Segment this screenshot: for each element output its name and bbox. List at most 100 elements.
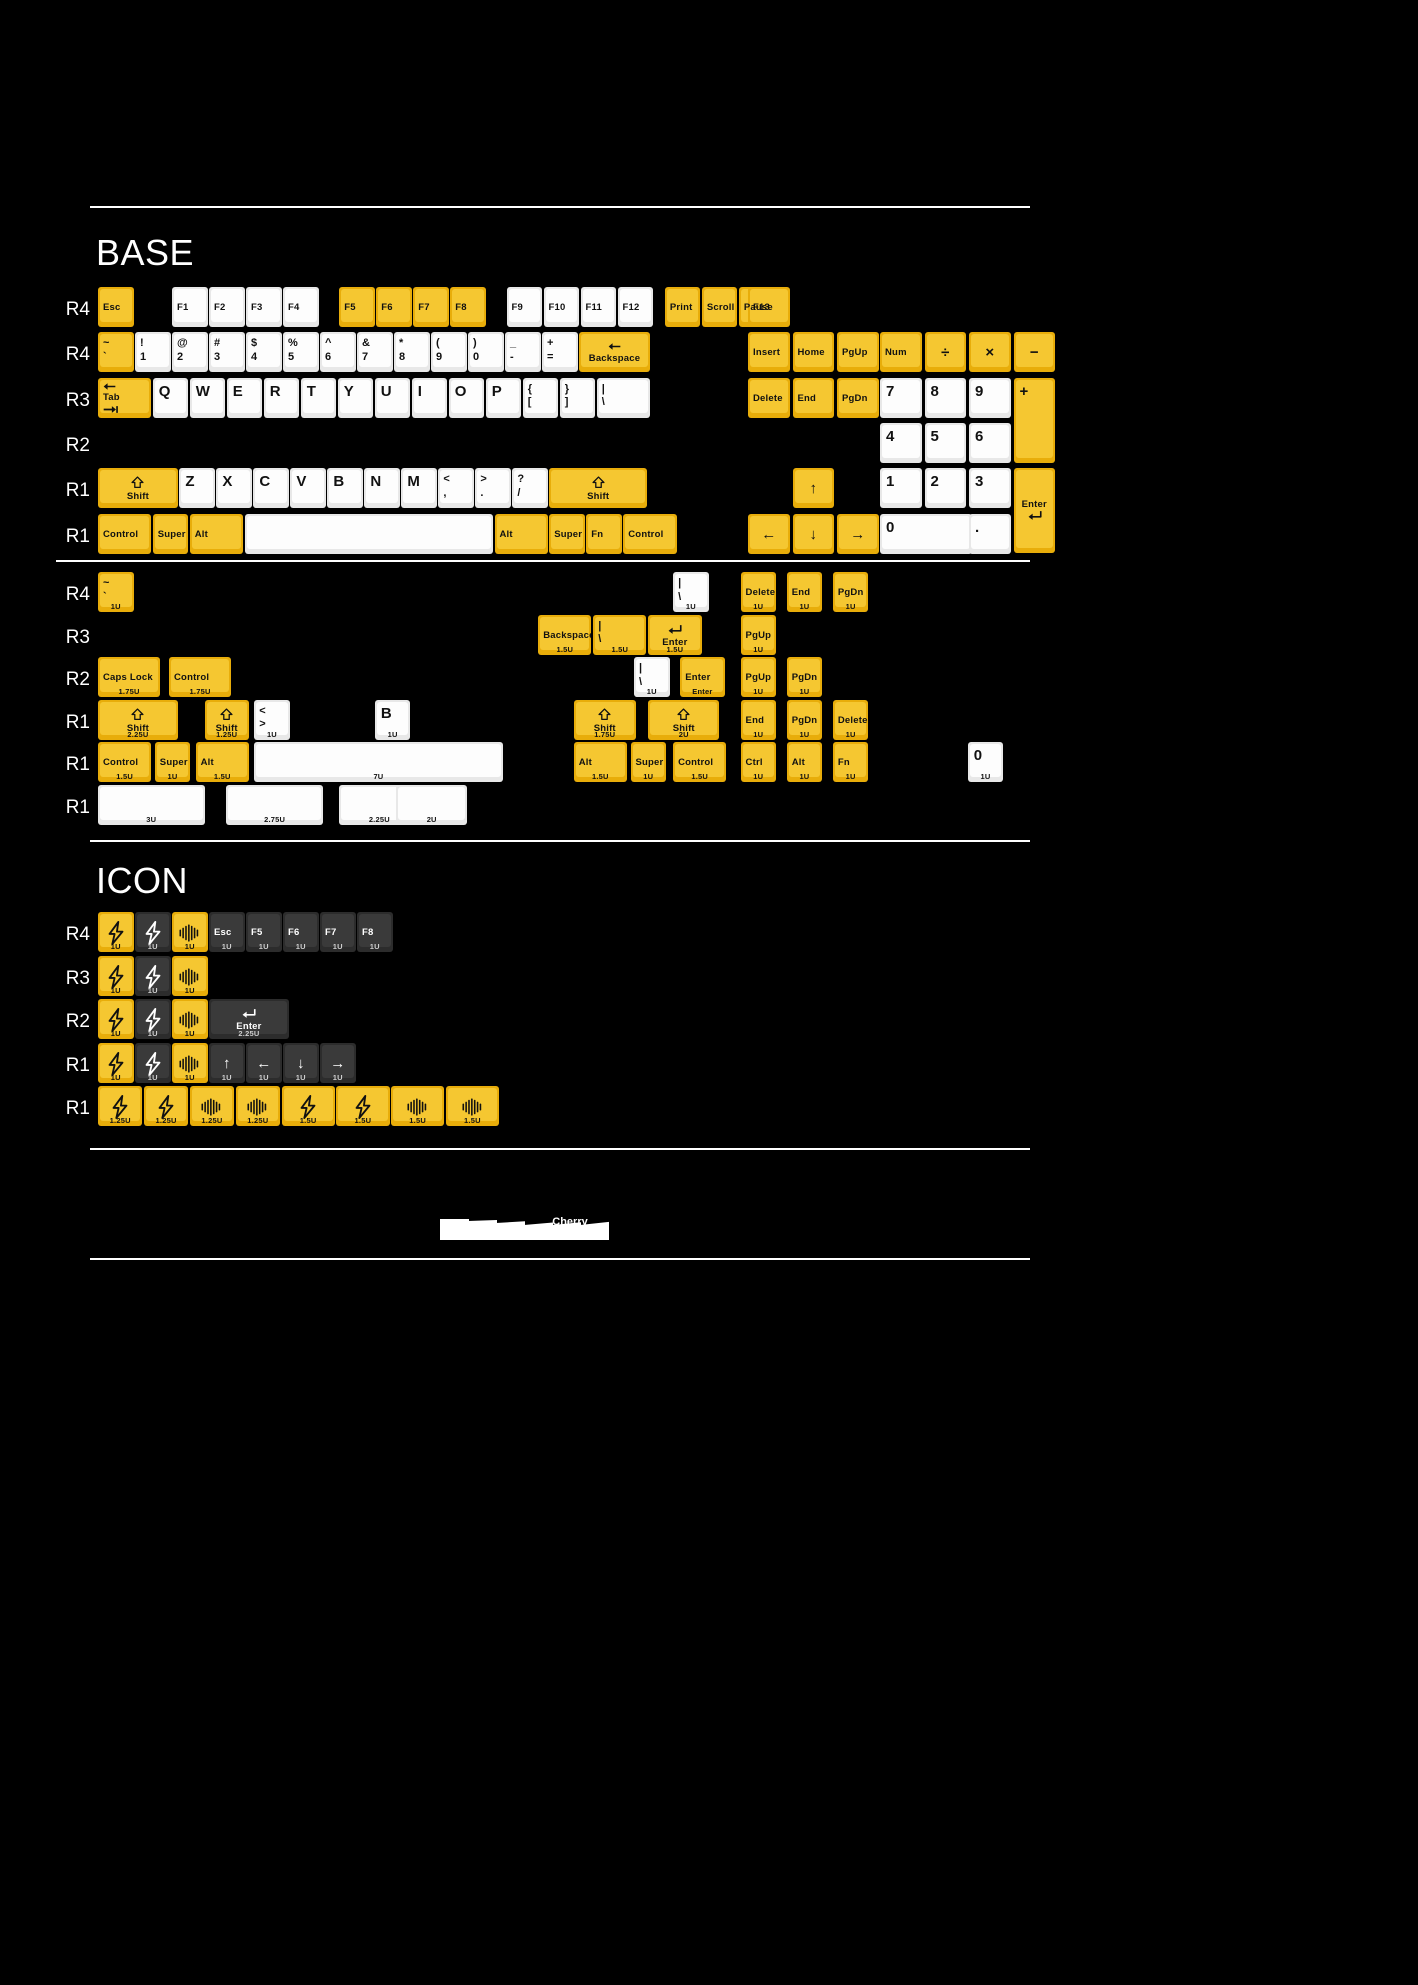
keycap-end[interactable]: End 1U xyxy=(740,699,777,740)
keycap-wave[interactable]: 1U xyxy=(172,999,208,1039)
keycap-n[interactable]: N xyxy=(364,468,400,509)
keycap-blank[interactable]: 7U xyxy=(254,742,503,782)
keycap-p[interactable]: P xyxy=(485,377,522,418)
keycap-f5[interactable]: F5 xyxy=(339,287,375,327)
keycap-blank[interactable]: | \ xyxy=(596,377,650,418)
keycap-bolt[interactable]: 1U xyxy=(135,999,171,1039)
keycap-esc[interactable]: Esc 1U xyxy=(209,912,245,952)
keycap-blank[interactable]: ↓ 1U xyxy=(283,1042,319,1083)
keycap-delete[interactable]: Delete xyxy=(748,377,790,418)
keycap-blank[interactable]: @2 xyxy=(172,332,208,373)
keycap-blank[interactable]: ↑ xyxy=(792,468,834,509)
keycap-blank[interactable]: ^ 6 xyxy=(320,332,356,373)
keycap-control[interactable]: Control 1.5U xyxy=(98,742,152,782)
keycap-z[interactable]: Z xyxy=(179,468,215,509)
keycap-i[interactable]: I xyxy=(411,377,448,418)
keycap-bolt[interactable]: 1.25U xyxy=(98,1086,143,1126)
keycap-4[interactable]: 4 xyxy=(880,422,922,463)
keycap-backspace[interactable]: Backspace xyxy=(579,332,650,373)
keycap-blank[interactable]: × xyxy=(969,332,1011,373)
keycap-f12[interactable]: F12 xyxy=(617,287,653,327)
keycap-control[interactable]: Control 1.75U xyxy=(169,657,232,697)
keycap-blank[interactable]: 3U xyxy=(98,784,205,825)
keycap-y[interactable]: Y xyxy=(337,377,374,418)
keycap-7[interactable]: 7 xyxy=(880,377,922,418)
keycap-bolt[interactable]: 1.25U xyxy=(143,1086,189,1126)
keycap-bolt[interactable]: 1.5U xyxy=(281,1086,335,1126)
keycap-8[interactable]: 8 xyxy=(924,377,966,418)
keycap-f3[interactable]: F3 xyxy=(246,287,282,327)
keycap-pgup[interactable]: PgUp xyxy=(837,332,879,373)
keycap-pgdn[interactable]: PgDn 1U xyxy=(786,657,823,697)
keycap-blank[interactable]: ↑ 1U xyxy=(209,1042,245,1083)
keycap-f9[interactable]: F9 xyxy=(506,287,542,327)
keycap-3[interactable]: 3 xyxy=(969,468,1011,509)
keycap-blank[interactable]: ÷ xyxy=(924,332,966,373)
keycap-control[interactable]: Control 1.5U xyxy=(673,742,727,782)
keycap-super[interactable]: Super 1U xyxy=(630,742,666,782)
keycap-bolt[interactable]: 1U xyxy=(135,912,171,952)
keycap-blank[interactable]: + xyxy=(1013,377,1055,463)
keycap-q[interactable]: Q xyxy=(152,377,189,418)
keycap-f6[interactable]: F6 xyxy=(376,287,412,327)
keycap-shift[interactable]: Shift 1.75U xyxy=(573,699,636,740)
keycap-caps-lock[interactable]: Caps Lock 1.75U xyxy=(98,657,161,697)
keycap-super[interactable]: Super 1U xyxy=(154,742,191,782)
keycap-0[interactable]: 0 1U xyxy=(967,742,1004,782)
keycap-blank[interactable] xyxy=(244,513,493,554)
keycap-f7[interactable]: F7 1U xyxy=(320,912,356,952)
keycap-f7[interactable]: F7 xyxy=(413,287,449,327)
keycap-bolt[interactable]: 1U xyxy=(135,1042,171,1083)
keycap-blank[interactable]: ↓ xyxy=(792,513,834,554)
keycap-blank[interactable]: | \ 1U xyxy=(634,657,670,697)
keycap-home[interactable]: Home xyxy=(792,332,834,373)
keycap-delete[interactable]: Delete 1U xyxy=(740,572,777,612)
keycap-blank[interactable]: + = xyxy=(542,332,578,373)
keycap-blank[interactable]: | \ 1.5U xyxy=(593,614,647,655)
keycap-u[interactable]: U xyxy=(374,377,411,418)
keycap-1[interactable]: 1 xyxy=(880,468,922,509)
keycap-alt[interactable]: Alt 1U xyxy=(786,742,823,782)
keycap-blank[interactable]: 2.75U xyxy=(225,784,324,825)
keycap-delete[interactable]: Delete 1U xyxy=(832,699,869,740)
keycap-blank[interactable]: >. xyxy=(475,468,511,509)
keycap-blank[interactable]: }] xyxy=(559,377,596,418)
keycap-fn[interactable]: Fn 1U xyxy=(832,742,869,782)
keycap-esc[interactable]: Esc xyxy=(98,287,134,327)
keycap-backspace[interactable]: Backspace 1.5U xyxy=(538,614,592,655)
keycap-f6[interactable]: F6 1U xyxy=(283,912,319,952)
keycap-blank[interactable]: ← xyxy=(748,513,790,554)
keycap-alt[interactable]: Alt 1.5U xyxy=(195,742,249,782)
keycap-blank[interactable]: _ - xyxy=(505,332,541,373)
keycap-pgup[interactable]: PgUp 1U xyxy=(740,614,777,655)
keycap-tab[interactable]: Tab xyxy=(98,377,152,418)
keycap-b[interactable]: B xyxy=(327,468,363,509)
keycap-f8[interactable]: F8 xyxy=(450,287,486,327)
keycap-pgdn[interactable]: PgDn xyxy=(837,377,879,418)
keycap-wave[interactable]: 1.5U xyxy=(445,1086,499,1126)
keycap-w[interactable]: W xyxy=(189,377,226,418)
keycap-bolt[interactable]: 1U xyxy=(98,1042,134,1083)
keycap-pgdn[interactable]: PgDn 1U xyxy=(786,699,823,740)
keycap-enter[interactable]: Enter 2.25U xyxy=(209,999,289,1039)
keycap-c[interactable]: C xyxy=(253,468,289,509)
keycap-blank[interactable]: ) 0 xyxy=(468,332,504,373)
keycap-control[interactable]: Control xyxy=(98,513,152,554)
keycap-wave[interactable]: 1U xyxy=(172,912,208,952)
keycap-f2[interactable]: F2 xyxy=(209,287,245,327)
keycap-shift[interactable]: Shift 2U xyxy=(648,699,720,740)
keycap-alt[interactable]: Alt 1.5U xyxy=(573,742,627,782)
keycap-end[interactable]: End 1U xyxy=(786,572,823,612)
keycap-blank[interactable]: #3 xyxy=(209,332,245,373)
keycap-blank[interactable]: . xyxy=(969,513,1011,554)
keycap-blank[interactable]: ← 1U xyxy=(246,1042,282,1083)
keycap-enter[interactable]: Enter 1.5U xyxy=(648,614,702,655)
keycap-blank[interactable]: → 1U xyxy=(320,1042,356,1083)
keycap-enter[interactable]: Enter xyxy=(1013,468,1055,554)
keycap-blank[interactable]: $4 xyxy=(246,332,282,373)
keycap-shift[interactable]: Shift 1.25U xyxy=(204,699,249,740)
keycap-blank[interactable]: <, xyxy=(438,468,474,509)
keycap-end[interactable]: End xyxy=(792,377,834,418)
keycap-blank[interactable]: − xyxy=(1013,332,1055,373)
keycap-b[interactable]: B 1U xyxy=(374,699,411,740)
